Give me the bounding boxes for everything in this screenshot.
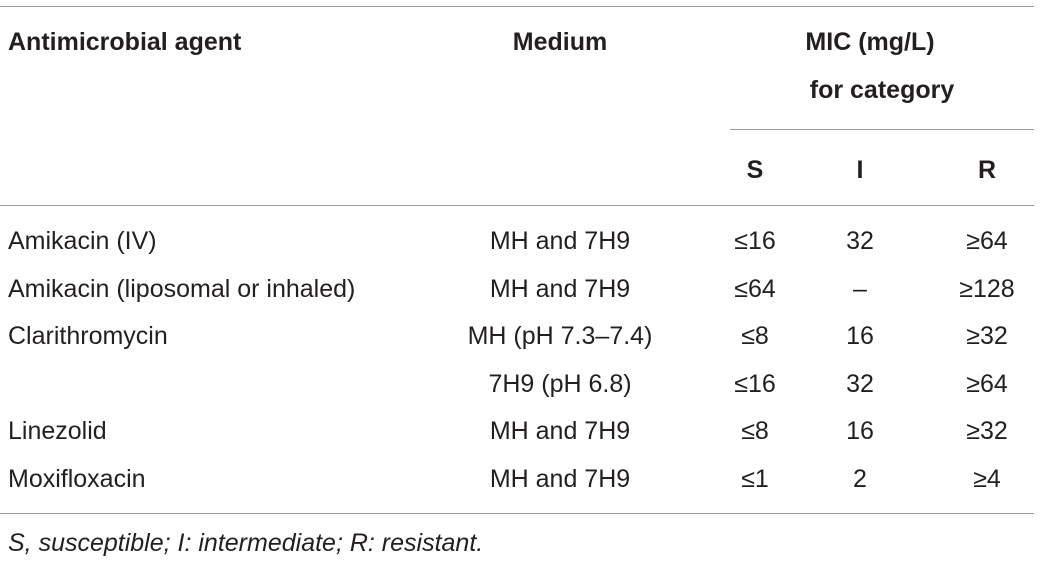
bottom-rule: [0, 513, 1034, 514]
header-cell: MIC (mg/L): [805, 28, 935, 56]
mic-cell: ≥128: [959, 275, 1015, 303]
mic-cell: ≤1: [741, 465, 769, 493]
agent-cell: Linezolid: [8, 417, 107, 445]
header-cell: S: [746, 156, 764, 184]
mic-cell: ≥64: [966, 227, 1008, 255]
mic-cell: ≥32: [966, 322, 1008, 350]
agent-cell: Moxifloxacin: [8, 465, 146, 493]
medium-cell: MH (pH 7.3–7.4): [467, 322, 653, 350]
header-cell: Medium: [512, 28, 608, 56]
mic-cell: 16: [846, 417, 874, 445]
top-rule: [0, 6, 1034, 7]
mic-cell: ≥64: [966, 370, 1008, 398]
medium-cell: MH and 7H9: [489, 465, 631, 493]
header-rule: [0, 205, 1034, 206]
header-cell: I: [856, 156, 864, 184]
mic-cell: ≤8: [741, 417, 769, 445]
mic-cell: 16: [846, 322, 874, 350]
mic-cell: –: [853, 275, 867, 303]
medium-cell: MH and 7H9: [489, 227, 631, 255]
header-cell: R: [977, 156, 997, 184]
medium-cell: MH and 7H9: [489, 417, 631, 445]
agent-cell: Amikacin (liposomal or inhaled): [8, 275, 356, 303]
header-cell: for category: [809, 76, 955, 104]
mic-cell: 32: [846, 227, 874, 255]
mic-cell: ≥4: [973, 465, 1001, 493]
medium-cell: MH and 7H9: [489, 275, 631, 303]
mic-cell: ≤16: [734, 370, 776, 398]
mic-cell: ≤64: [734, 275, 776, 303]
mic-cell: ≤16: [734, 227, 776, 255]
footnote: S, susceptible; I: intermediate; R: resi…: [8, 529, 484, 557]
agent-cell: Amikacin (IV): [8, 227, 157, 255]
mic-cell: ≥32: [966, 417, 1008, 445]
mic-cell: ≤8: [741, 322, 769, 350]
header-cell: Antimicrobial agent: [8, 28, 242, 56]
medium-cell: 7H9 (pH 6.8): [488, 370, 632, 398]
mic-cell: 2: [853, 465, 867, 493]
group-rule: [730, 129, 1034, 130]
mic-cell: 32: [846, 370, 874, 398]
agent-cell: Clarithromycin: [8, 322, 168, 350]
